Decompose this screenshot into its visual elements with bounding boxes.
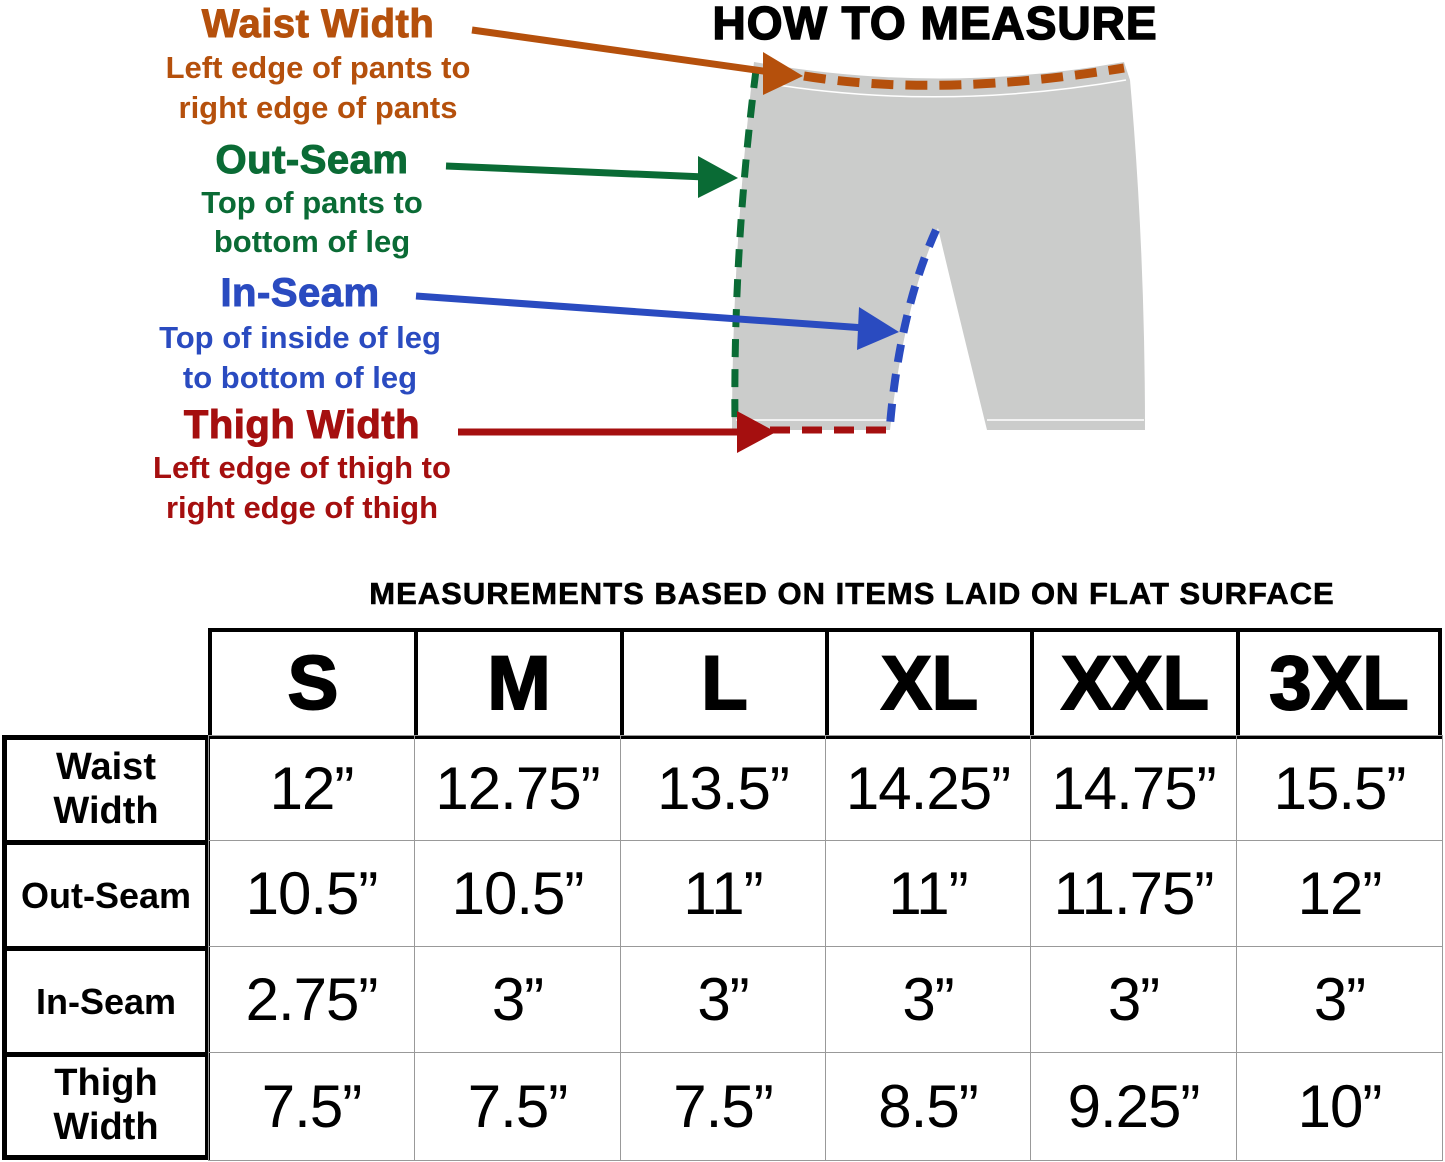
measurement-cell: 10.5” [208, 840, 415, 947]
pants-shape [732, 62, 1145, 430]
legend-description-outseam: bottom of leg [213, 224, 411, 259]
measurement-cell: 11.75” [1030, 840, 1237, 947]
measurement-cell: 3” [1030, 946, 1237, 1053]
legend-title-outseam: Out-Seam [215, 138, 409, 182]
measurement-cell: 11” [825, 840, 1031, 947]
measurement-note: MEASUREMENTS BASED ON ITEMS LAID ON FLAT… [369, 576, 1335, 611]
page-title: HOW TO MEASURE [712, 0, 1158, 49]
legend-description-inseam: Top of inside of leg [159, 320, 441, 355]
size-header: XXL [1030, 628, 1240, 739]
measurement-cell: 12” [1236, 840, 1443, 947]
measurement-cell: 9.25” [1030, 1052, 1237, 1161]
size-header: S [208, 628, 418, 739]
measurement-cell: 3” [620, 946, 826, 1053]
size-header: M [414, 628, 624, 739]
measurement-cell: 12” [208, 735, 415, 841]
size-header: XL [825, 628, 1034, 739]
legend-title-waist: Waist Width [201, 2, 435, 46]
measurement-cell: 10.5” [414, 840, 621, 947]
legend-description-thigh: Left edge of thigh to [153, 450, 451, 485]
measurement-cell: 15.5” [1236, 735, 1443, 841]
row-label: In-Seam [2, 946, 210, 1057]
measurement-cell: 3” [825, 946, 1031, 1053]
legend-description-thigh: right edge of thigh [165, 490, 439, 525]
measurement-cell: 13.5” [620, 735, 826, 841]
legend-description-outseam: Top of pants to [201, 185, 423, 220]
measurement-cell: 7.5” [620, 1052, 826, 1161]
legend-title-thigh: Thigh Width [183, 403, 421, 447]
measurement-cell: 7.5” [414, 1052, 621, 1161]
measurement-cell: 11” [620, 840, 826, 947]
legend-description-waist: right edge of pants [178, 90, 458, 125]
measurement-cell: 8.5” [825, 1052, 1031, 1161]
measurement-cell: 12.75” [414, 735, 621, 841]
waist-arrow [471, 26, 803, 95]
thigh-arrow [458, 411, 776, 453]
legend-description-waist: Left edge of pants to [165, 50, 471, 85]
legend-title-inseam: In-Seam [220, 271, 380, 315]
inseam-arrow [415, 292, 899, 350]
measurement-cell: 3” [414, 946, 621, 1053]
measurement-cell: 3” [1236, 946, 1443, 1053]
row-label: Out-Seam [2, 840, 210, 951]
size-header: 3XL [1236, 628, 1442, 739]
legend-description-inseam: to bottom of leg [182, 360, 418, 395]
measurement-cell: 10” [1236, 1052, 1443, 1161]
waist-dashed-line [803, 63, 1125, 90]
size-header: L [620, 628, 829, 739]
outseam-arrow [445, 156, 738, 198]
row-label: Thigh Width [2, 1052, 210, 1160]
measurement-cell: 2.75” [208, 946, 415, 1053]
outseam-dashed-line [731, 69, 760, 426]
measurement-cell: 7.5” [208, 1052, 415, 1161]
inseam-dashed-line [886, 228, 940, 426]
measurement-cell: 14.25” [825, 735, 1031, 841]
row-label: Waist Width [2, 735, 210, 845]
measurement-cell: 14.75” [1030, 735, 1237, 841]
pants-diagram [415, 26, 1145, 453]
